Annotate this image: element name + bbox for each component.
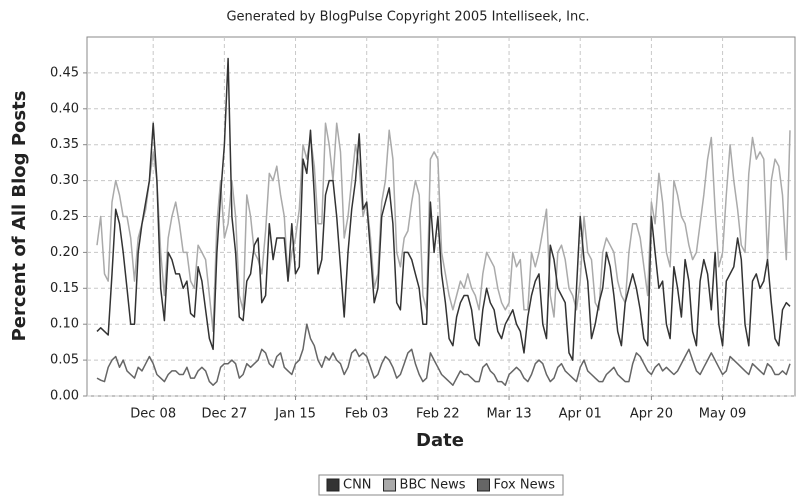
x-axis-label: Date: [416, 430, 464, 451]
y-tick-label: 0.20: [50, 245, 79, 260]
x-tick-label: Dec 27: [201, 407, 247, 422]
y-tick-label: 0.00: [50, 389, 79, 404]
line-series: [96, 122, 791, 333]
x-tick-label: Apr 01: [559, 407, 602, 422]
y-axis-label: Percent of All Blog Posts: [9, 91, 30, 342]
line-series: [96, 57, 791, 361]
x-tick-label: May 09: [699, 407, 747, 422]
legend-label: CNN: [343, 478, 372, 493]
y-tick-label: 0.15: [50, 281, 79, 296]
y-tick-label: 0.35: [50, 137, 79, 152]
legend-label: Fox News: [493, 478, 555, 493]
y-tick-label: 0.25: [50, 209, 79, 224]
x-tick-label: Feb 03: [345, 407, 389, 422]
y-tick-label: 0.30: [50, 173, 79, 188]
line-series: [96, 323, 791, 386]
chart-title: Generated by BlogPulse Copyright 2005 In…: [226, 10, 589, 25]
legend-swatch: [326, 478, 340, 492]
x-tick-label: Dec 08: [130, 407, 176, 422]
legend-swatch: [476, 478, 490, 492]
y-tick-label: 0.45: [50, 65, 79, 80]
y-tick-label: 0.10: [50, 317, 79, 332]
x-tick-label: Jan 15: [274, 407, 316, 422]
y-tick-label: 0.05: [50, 353, 79, 368]
legend-label: BBC News: [400, 478, 466, 493]
legend-box: [318, 474, 564, 496]
legend-swatch: [383, 478, 397, 492]
y-tick-label: 0.40: [50, 101, 79, 116]
x-tick-label: Apr 20: [630, 407, 673, 422]
x-tick-label: Feb 22: [416, 407, 460, 422]
legend: CNN BBC News Fox News: [318, 474, 564, 496]
x-tick-label: Mar 13: [486, 407, 531, 422]
